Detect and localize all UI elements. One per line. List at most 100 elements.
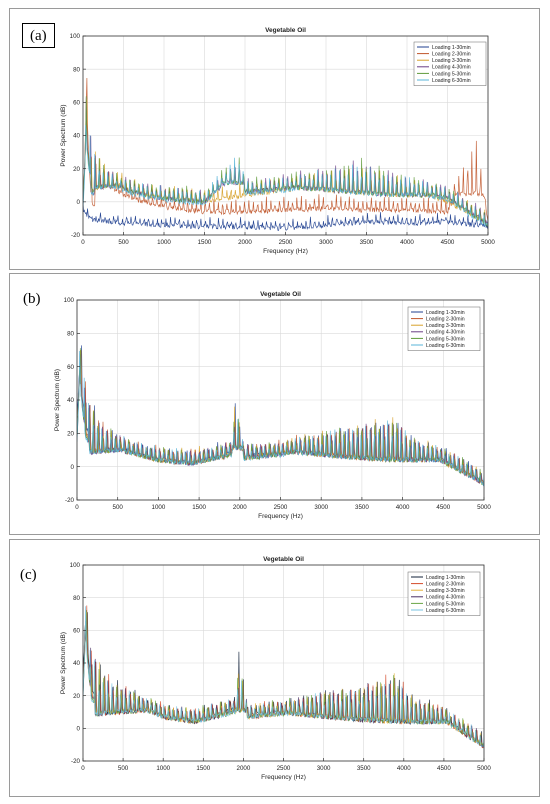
legend-box bbox=[407, 306, 481, 351]
y-tick-label: 60 bbox=[73, 628, 80, 635]
legend-label-3: Loading 3-30min bbox=[426, 323, 465, 329]
legend-label-6: Loading 6-30min bbox=[426, 608, 465, 614]
y-tick-label: 100 bbox=[64, 297, 75, 304]
series-line-2 bbox=[83, 605, 484, 749]
legend-label-1: Loading 1-30min bbox=[426, 310, 465, 316]
x-axis-label: Frequency (Hz) bbox=[263, 248, 308, 255]
x-tick-label: 3000 bbox=[314, 504, 328, 511]
x-tick-label: 3500 bbox=[360, 239, 374, 246]
chart-title: Vegetable Oil bbox=[263, 556, 304, 563]
x-tick-label: 1500 bbox=[198, 239, 212, 246]
legend-label-5: Loading 5-30min bbox=[426, 601, 465, 607]
series-lines bbox=[77, 345, 484, 487]
panel-a: (a) 0 500 1000 1500 2000 2500 3000 3500 4000 4500… bbox=[9, 8, 540, 270]
x-tick-label: 1000 bbox=[157, 239, 171, 246]
series-line-5 bbox=[83, 610, 484, 747]
x-tick-label: 3500 bbox=[355, 504, 369, 511]
y-tick-label: 60 bbox=[73, 100, 80, 107]
series-line-5 bbox=[83, 96, 488, 227]
y-tick-label: 80 bbox=[73, 66, 80, 73]
legend-label-4: Loading 4-30min bbox=[432, 65, 471, 71]
legend-label-2: Loading 2-30min bbox=[426, 317, 465, 323]
chart-b: 0 500 1000 1500 2000 2500 3000 3500 4000 4500 5000… bbox=[54, 291, 491, 520]
chart-a: 0 500 1000 1500 2000 2500 3000 3500 4000 4500 5000… bbox=[60, 27, 495, 255]
legend-label-4: Loading 4-30min bbox=[426, 330, 465, 336]
x-tick-label: 2500 bbox=[277, 765, 291, 772]
y-tick-label: -20 bbox=[65, 497, 75, 504]
x-tick-label: 4000 bbox=[397, 765, 411, 772]
x-tick-label: 5000 bbox=[477, 504, 491, 511]
legend-label-1: Loading 1-30min bbox=[426, 575, 465, 581]
y-tick-label: 0 bbox=[77, 726, 81, 733]
panel-label-c: (c) bbox=[20, 567, 37, 583]
legend-label-6: Loading 6-30min bbox=[432, 78, 471, 84]
y-tick-label: 40 bbox=[67, 397, 74, 404]
y-axis-label: Power Spectrum (dB) bbox=[60, 632, 67, 694]
x-tick-label: 500 bbox=[113, 504, 124, 511]
panel-c: (c) 0 500 1000 1500 2000 2500 3000 3500 4000 4500… bbox=[9, 539, 540, 797]
x-tick-label: 2000 bbox=[233, 504, 247, 511]
x-tick-label: 0 bbox=[81, 239, 85, 246]
y-tick-label: 20 bbox=[73, 693, 80, 700]
chart-c: 0 500 1000 1500 2000 2500 3000 3500 4000 4500 5000… bbox=[60, 556, 491, 781]
legend-label-6: Loading 6-30min bbox=[426, 343, 465, 349]
x-tick-label: 1500 bbox=[192, 504, 206, 511]
x-tick-label: 4500 bbox=[437, 765, 451, 772]
y-tick-label: 0 bbox=[71, 464, 75, 471]
panel-label-a: (a) bbox=[22, 23, 55, 48]
series-line-1 bbox=[83, 200, 488, 231]
chart-title: Vegetable Oil bbox=[265, 27, 306, 34]
x-tick-label: 4000 bbox=[396, 504, 410, 511]
y-tick-label: 80 bbox=[73, 595, 80, 602]
series-lines bbox=[83, 77, 488, 231]
x-tick-label: 0 bbox=[81, 765, 85, 772]
x-tick-label: 1500 bbox=[196, 765, 210, 772]
panel-b: (b) 0 500 1000 1500 2000 2500 3000 3500 4000 4500… bbox=[9, 273, 540, 535]
x-tick-label: 500 bbox=[118, 239, 129, 246]
x-tick-label: 4500 bbox=[436, 504, 450, 511]
legend-label-2: Loading 2-30min bbox=[432, 52, 471, 58]
x-tick-label: 2000 bbox=[238, 239, 252, 246]
y-axis-label: Power Spectrum (dB) bbox=[60, 104, 67, 166]
chart-title: Vegetable Oil bbox=[260, 291, 301, 298]
legend-label-3: Loading 3-30min bbox=[432, 58, 471, 64]
y-tick-label: 80 bbox=[67, 331, 74, 338]
series-lines bbox=[83, 605, 484, 749]
y-tick-label: 40 bbox=[73, 133, 80, 140]
legend-label-4: Loading 4-30min bbox=[426, 595, 465, 601]
legend-label-1: Loading 1-30min bbox=[432, 45, 471, 51]
x-axis-label: Frequency (Hz) bbox=[258, 513, 303, 520]
legend-label-3: Loading 3-30min bbox=[426, 588, 465, 594]
x-tick-label: 2000 bbox=[237, 765, 251, 772]
x-tick-label: 3500 bbox=[357, 765, 371, 772]
x-tick-label: 1000 bbox=[156, 765, 170, 772]
x-tick-label: 1000 bbox=[152, 504, 166, 511]
x-tick-label: 5000 bbox=[481, 239, 495, 246]
legend-box bbox=[413, 41, 487, 86]
y-tick-label: 60 bbox=[67, 364, 74, 371]
y-tick-label: 100 bbox=[70, 562, 81, 569]
series-line-2 bbox=[83, 77, 488, 223]
panel-label-b: (b) bbox=[23, 291, 41, 307]
legend-label-2: Loading 2-30min bbox=[426, 582, 465, 588]
x-tick-label: 4500 bbox=[441, 239, 455, 246]
x-tick-label: 500 bbox=[118, 765, 129, 772]
legend-label-5: Loading 5-30min bbox=[426, 336, 465, 342]
y-tick-label: 20 bbox=[73, 166, 80, 173]
series-line-6 bbox=[77, 350, 484, 487]
y-tick-label: -20 bbox=[71, 758, 81, 765]
legend-label-5: Loading 5-30min bbox=[432, 71, 471, 77]
y-tick-label: 0 bbox=[77, 199, 81, 206]
y-tick-label: -20 bbox=[71, 232, 81, 239]
x-tick-label: 3000 bbox=[317, 765, 331, 772]
x-tick-label: 0 bbox=[75, 504, 79, 511]
x-tick-label: 4000 bbox=[400, 239, 414, 246]
x-axis-label: Frequency (Hz) bbox=[261, 774, 306, 781]
x-tick-label: 3000 bbox=[319, 239, 333, 246]
x-tick-label: 2500 bbox=[279, 239, 293, 246]
legend-box bbox=[407, 571, 481, 616]
series-line-6 bbox=[83, 606, 484, 748]
y-tick-label: 20 bbox=[67, 431, 74, 438]
